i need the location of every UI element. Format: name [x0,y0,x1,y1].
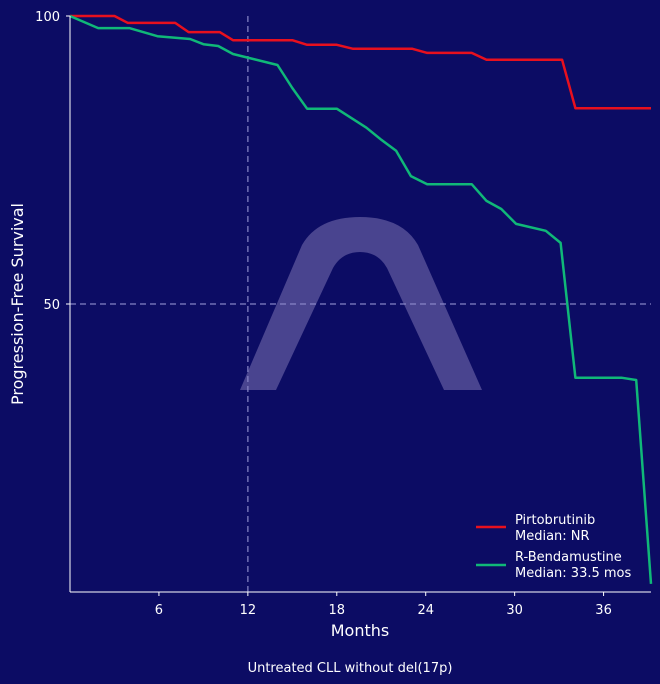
footer-caption: Untreated CLL without del(17p) [248,661,453,676]
y-tick-label: 50 [43,298,60,313]
x-tick-label: 24 [417,603,434,618]
x-tick-label: 36 [595,603,612,618]
series-line-r-bendamustine [69,14,653,584]
watermark-logo [240,217,482,390]
x-tick-label: 30 [506,603,523,618]
y-axis-label: Progression-Free Survival [8,203,27,405]
x-tick-label: 18 [329,603,346,618]
legend-median-r-bendamustine: Median: 33.5 mos [515,566,631,581]
legend-name-r-bendamustine: R-Bendamustine [515,550,622,565]
x-tick-label: 6 [155,603,163,618]
legend-name-pirtobrutinib: Pirtobrutinib [515,513,595,528]
legend-median-pirtobrutinib: Median: NR [515,529,590,544]
legend: Pirtobrutinib Median: NR R-Bendamustine … [476,513,631,581]
x-tick-label: 12 [240,603,257,618]
series-line-pirtobrutinib [70,14,651,110]
x-axis-label: Months [331,621,389,640]
y-tick-label: 100 [35,10,60,25]
